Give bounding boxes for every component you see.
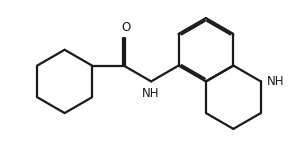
Text: NH: NH [142,87,160,100]
Text: O: O [121,21,130,34]
Text: NH: NH [266,75,284,88]
